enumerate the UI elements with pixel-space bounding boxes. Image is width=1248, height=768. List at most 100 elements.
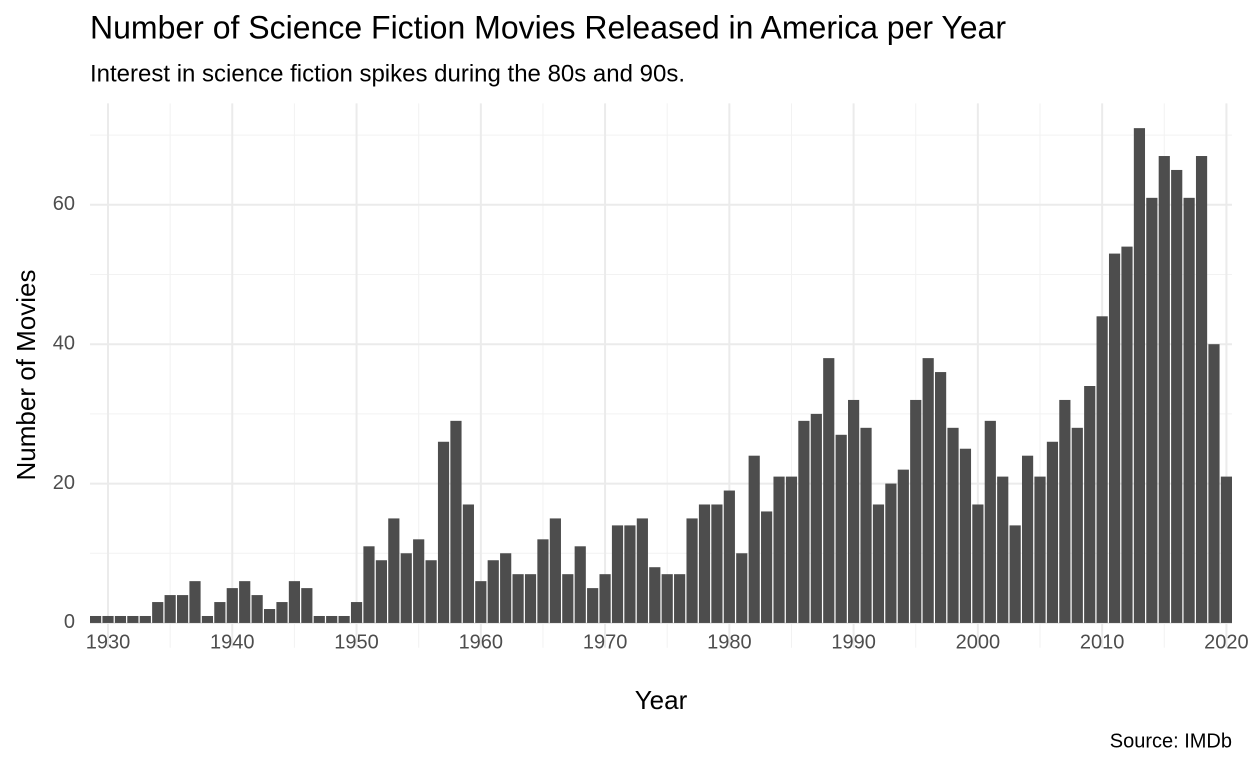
bar	[313, 615, 325, 623]
bar	[524, 574, 537, 623]
bar	[226, 588, 238, 623]
bar	[450, 420, 462, 623]
bar	[562, 574, 574, 623]
bar	[301, 588, 313, 623]
bar	[462, 504, 474, 623]
bar	[90, 615, 102, 623]
bar	[263, 609, 276, 623]
bar	[413, 539, 425, 623]
bar	[611, 525, 624, 623]
bar	[587, 588, 599, 623]
bar	[1158, 156, 1170, 623]
x-axis-label: Year	[635, 685, 688, 715]
bar	[176, 595, 189, 623]
chart-subtitle: Interest in science fiction spikes durin…	[90, 60, 685, 87]
bar	[1071, 427, 1083, 623]
bar	[922, 358, 934, 623]
bar	[624, 525, 636, 623]
bar	[1108, 253, 1121, 623]
x-tick-label: 1940	[210, 631, 255, 653]
bar	[102, 615, 114, 623]
x-tick-label: 1950	[334, 631, 379, 653]
bar	[239, 581, 251, 623]
bar	[1021, 455, 1034, 623]
chart-title: Number of Science Fiction Movies Release…	[90, 9, 1006, 45]
bar	[661, 574, 673, 623]
bar	[711, 504, 723, 623]
bar	[400, 553, 412, 623]
bar	[1084, 386, 1096, 623]
bar	[997, 476, 1009, 623]
bar	[1171, 169, 1183, 623]
bar	[761, 511, 773, 623]
bar	[475, 581, 487, 623]
bar	[972, 504, 984, 623]
bar	[910, 399, 922, 623]
y-tick-label: 0	[64, 611, 75, 633]
bar	[288, 581, 301, 623]
x-tick-label: 2010	[1080, 631, 1125, 653]
bar	[785, 476, 798, 623]
bar	[139, 615, 151, 623]
bar	[189, 581, 201, 623]
bar	[549, 518, 561, 623]
bar	[214, 602, 226, 623]
bar	[698, 504, 711, 623]
bar	[1208, 344, 1220, 623]
bar	[1059, 399, 1071, 623]
x-tick-label: 2000	[956, 631, 1001, 653]
bar	[1096, 316, 1108, 623]
y-axis-label: Number of Movies	[11, 270, 41, 481]
bar	[748, 455, 760, 623]
bar	[959, 448, 972, 623]
bar	[885, 483, 897, 623]
bar	[686, 518, 698, 623]
bar	[338, 615, 350, 623]
bar	[1009, 525, 1021, 623]
x-tick-label: 2020	[1204, 631, 1248, 653]
bar	[1121, 246, 1133, 623]
bar	[649, 567, 661, 623]
bar	[500, 553, 512, 623]
bar	[276, 602, 288, 623]
bar	[114, 615, 127, 623]
bar	[723, 490, 735, 623]
bar	[773, 476, 785, 623]
bar	[1046, 441, 1059, 623]
bar	[1146, 197, 1158, 623]
bar	[201, 615, 214, 623]
y-tick-label: 40	[53, 332, 75, 354]
bar	[835, 434, 847, 623]
bar	[512, 574, 524, 623]
bar	[1034, 476, 1046, 623]
bar	[860, 427, 872, 623]
bar	[947, 427, 959, 623]
bar	[537, 539, 549, 623]
caption: Source: IMDb	[1110, 730, 1232, 752]
x-tick-label: 1930	[86, 631, 131, 653]
x-tick-label: 1960	[459, 631, 504, 653]
bar	[375, 560, 387, 623]
bar	[636, 518, 648, 623]
bar	[872, 504, 885, 623]
bar	[798, 420, 810, 623]
x-tick-label: 1990	[831, 631, 876, 653]
bar	[935, 372, 947, 623]
bar	[1133, 128, 1146, 623]
bar	[425, 560, 437, 623]
bar	[363, 546, 375, 623]
bar	[127, 615, 139, 623]
bar	[1183, 197, 1195, 623]
x-tick-label: 1980	[707, 631, 752, 653]
bar	[437, 441, 450, 623]
bar	[350, 602, 363, 623]
y-tick-label: 60	[53, 193, 75, 215]
bar	[674, 574, 686, 623]
bar	[736, 553, 748, 623]
bar	[152, 602, 164, 623]
x-tick-label: 1970	[583, 631, 628, 653]
bar	[1220, 476, 1232, 623]
bar	[810, 413, 822, 623]
bar	[1195, 156, 1208, 623]
